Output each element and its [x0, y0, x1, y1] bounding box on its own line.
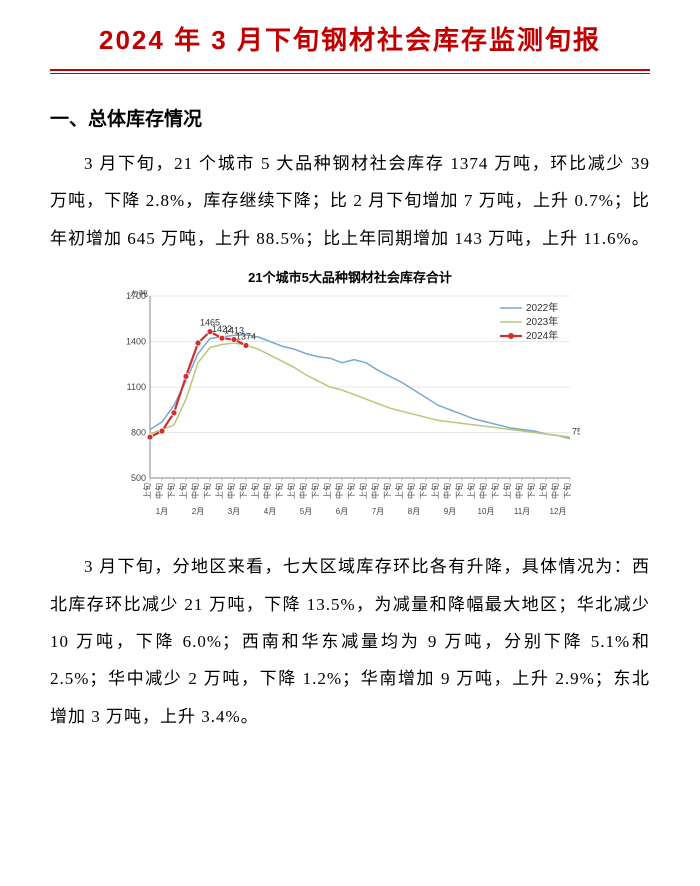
svg-text:2023年: 2023年 [526, 315, 558, 328]
svg-text:中旬: 中旬 [406, 483, 416, 499]
svg-text:12月: 12月 [550, 507, 567, 516]
svg-text:下旬: 下旬 [418, 483, 428, 499]
svg-text:11月: 11月 [514, 507, 530, 516]
svg-text:2月: 2月 [192, 507, 204, 516]
svg-text:10月: 10月 [478, 507, 495, 516]
svg-text:8月: 8月 [408, 507, 420, 516]
svg-text:上旬: 上旬 [142, 483, 152, 499]
svg-text:下旬: 下旬 [526, 483, 536, 499]
svg-text:中旬: 中旬 [550, 483, 560, 499]
svg-text:2024年: 2024年 [526, 329, 558, 342]
title-rule-thick [50, 69, 650, 71]
chart-title: 21个城市5大品种钢材社会库存合计 [110, 267, 590, 286]
svg-text:上旬: 上旬 [286, 483, 296, 499]
svg-text:上旬: 上旬 [430, 483, 440, 499]
svg-text:上旬: 上旬 [358, 483, 368, 499]
svg-text:下旬: 下旬 [238, 483, 248, 499]
svg-text:中旬: 中旬 [262, 483, 272, 499]
svg-text:中旬: 中旬 [334, 483, 344, 499]
svg-text:1400: 1400 [126, 337, 146, 347]
svg-text:上旬: 上旬 [466, 483, 476, 499]
svg-text:4月: 4月 [264, 507, 276, 516]
svg-text:下旬: 下旬 [274, 483, 284, 499]
svg-text:6月: 6月 [336, 507, 348, 516]
chart-container: 21个城市5大品种钢材社会库存合计 500800110014001700万吨上旬… [110, 267, 590, 520]
svg-text:上旬: 上旬 [250, 483, 260, 499]
svg-text:下旬: 下旬 [346, 483, 356, 499]
svg-text:中旬: 中旬 [442, 483, 452, 499]
svg-text:下旬: 下旬 [382, 483, 392, 499]
svg-text:5月: 5月 [300, 507, 312, 516]
svg-text:中旬: 中旬 [190, 483, 200, 499]
page-title: 2024 年 3 月下旬钢材社会库存监测旬报 [50, 20, 650, 57]
svg-text:中旬: 中旬 [298, 483, 308, 499]
svg-text:上旬: 上旬 [538, 483, 548, 499]
svg-text:3月: 3月 [228, 507, 240, 516]
svg-text:9月: 9月 [444, 507, 456, 516]
inventory-chart: 500800110014001700万吨上旬中旬下旬上旬中旬下旬上旬中旬下旬上旬… [110, 290, 580, 520]
section1-para1: 3 月下旬，21 个城市 5 大品种钢材社会库存 1374 万吨，环比减少 39… [50, 145, 650, 257]
svg-text:1月: 1月 [156, 507, 168, 516]
svg-text:7月: 7月 [372, 507, 384, 516]
svg-text:上旬: 上旬 [178, 483, 188, 499]
section1-para2: 3 月下旬，分地区来看，七大区域库存环比各有升降，具体情况为：西北库存环比减少 … [50, 548, 650, 735]
svg-text:800: 800 [131, 428, 146, 438]
svg-text:500: 500 [131, 473, 146, 483]
svg-text:759: 759 [572, 427, 580, 437]
svg-text:下旬: 下旬 [454, 483, 464, 499]
svg-text:下旬: 下旬 [562, 483, 572, 499]
svg-text:中旬: 中旬 [478, 483, 488, 499]
svg-text:下旬: 下旬 [310, 483, 320, 499]
svg-text:上旬: 上旬 [214, 483, 224, 499]
svg-text:2022年: 2022年 [526, 301, 558, 314]
svg-text:上旬: 上旬 [394, 483, 404, 499]
svg-text:万吨: 万吨 [130, 290, 148, 298]
svg-text:中旬: 中旬 [226, 483, 236, 499]
svg-text:上旬: 上旬 [502, 483, 512, 499]
svg-text:中旬: 中旬 [370, 483, 380, 499]
svg-text:下旬: 下旬 [202, 483, 212, 499]
section1-heading: 一、总体库存情况 [50, 104, 650, 131]
svg-text:下旬: 下旬 [490, 483, 500, 499]
svg-text:下旬: 下旬 [166, 483, 176, 499]
svg-text:上旬: 上旬 [322, 483, 332, 499]
svg-text:中旬: 中旬 [514, 483, 524, 499]
svg-text:1100: 1100 [127, 382, 146, 392]
svg-text:1374: 1374 [236, 332, 256, 342]
svg-text:中旬: 中旬 [154, 483, 164, 499]
title-rule-thin [50, 73, 650, 74]
